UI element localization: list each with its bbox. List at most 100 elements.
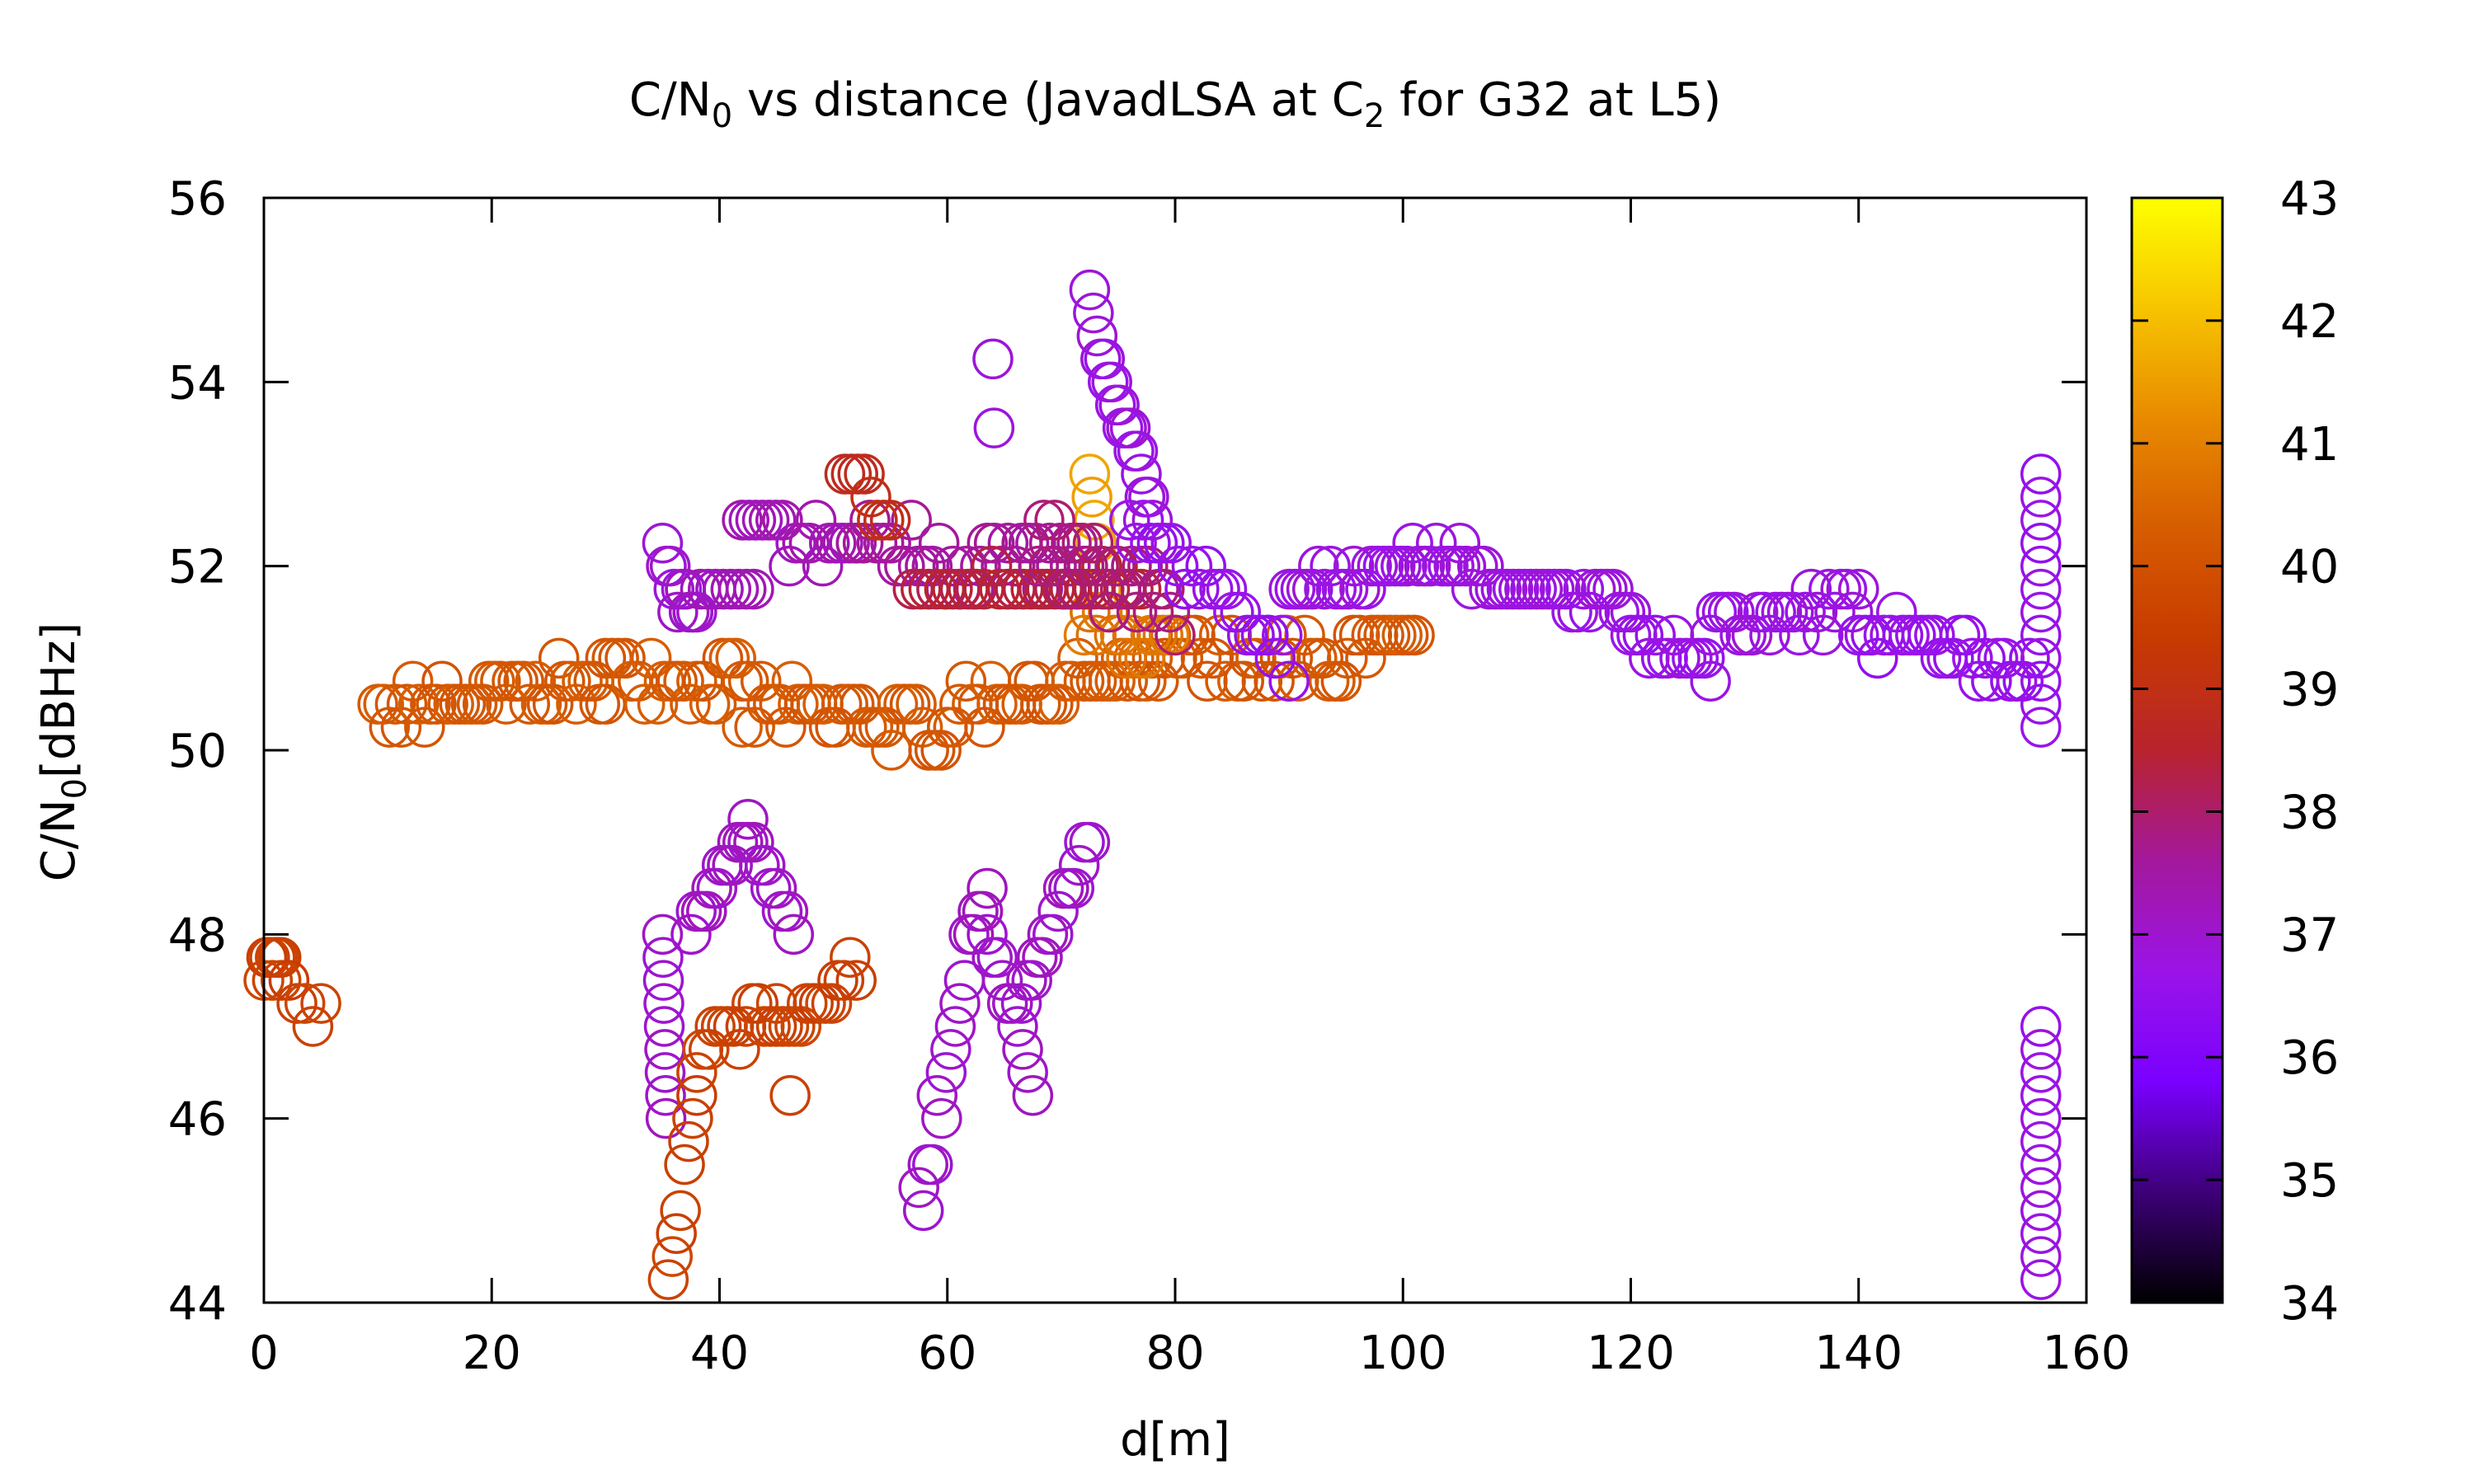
data-points xyxy=(243,269,2062,1300)
data-point xyxy=(1731,614,1773,656)
x-tick-label: 140 xyxy=(1814,1327,1903,1380)
data-point xyxy=(1171,545,1213,587)
data-point xyxy=(657,591,698,633)
chart-title-sub2: 2 xyxy=(1364,97,1385,135)
data-point xyxy=(719,1029,760,1070)
data-point xyxy=(981,960,1023,1001)
data-point xyxy=(404,707,445,748)
data-point xyxy=(1254,637,1296,679)
data-point xyxy=(1018,545,1059,587)
data-point xyxy=(1220,591,1262,633)
data-point xyxy=(1445,545,1487,587)
data-point xyxy=(509,683,551,725)
data-point xyxy=(1094,545,1136,587)
x-tick-label: 40 xyxy=(690,1327,749,1380)
data-point xyxy=(538,637,580,679)
data-point xyxy=(920,730,962,771)
data-point xyxy=(1964,637,2006,679)
data-point xyxy=(1386,545,1427,587)
data-point xyxy=(1028,523,1070,564)
data-point xyxy=(850,477,891,518)
data-point xyxy=(823,960,865,1001)
data-point xyxy=(260,960,302,1001)
data-point xyxy=(1116,591,1158,633)
data-point xyxy=(1198,614,1240,656)
data-point xyxy=(2020,1006,2062,1047)
y-tick-label: 48 xyxy=(168,909,227,962)
data-point xyxy=(1838,568,1879,610)
data-point xyxy=(733,821,774,863)
data-point xyxy=(1857,637,1898,679)
data-point xyxy=(670,683,711,725)
data-point xyxy=(1143,568,1185,610)
data-point xyxy=(1032,913,1074,956)
data-point xyxy=(1121,453,1162,495)
data-point xyxy=(703,568,744,610)
data-point xyxy=(1320,660,1362,702)
data-point xyxy=(1545,568,1587,610)
x-tick-label: 120 xyxy=(1587,1327,1675,1380)
data-point xyxy=(1040,523,1081,564)
data-point xyxy=(2020,614,2062,656)
data-point xyxy=(1206,568,1248,610)
data-point xyxy=(1089,591,1131,633)
data-point xyxy=(844,453,885,495)
y-tick-label: 50 xyxy=(168,725,227,778)
data-point xyxy=(643,1006,685,1047)
data-point xyxy=(921,1097,962,1139)
data-point xyxy=(1084,338,1126,380)
data-point xyxy=(1127,545,1169,587)
y-axis-label-sub: 0 xyxy=(56,778,94,799)
data-point xyxy=(967,867,1008,909)
data-point xyxy=(268,960,310,1001)
y-tick-label: 52 xyxy=(168,541,227,594)
data-point xyxy=(1058,844,1100,886)
data-point xyxy=(715,637,756,679)
data-point xyxy=(276,983,317,1024)
data-point xyxy=(292,1006,334,1047)
data-point xyxy=(1067,545,1108,587)
data-point xyxy=(1223,660,1264,702)
data-point xyxy=(642,523,684,564)
data-point xyxy=(252,960,294,1001)
data-point xyxy=(717,568,760,610)
colorbar-tick-label: 40 xyxy=(2280,541,2339,594)
data-point xyxy=(1106,637,1147,679)
data-point xyxy=(1802,614,1844,656)
data-point xyxy=(1037,890,1079,932)
data-point xyxy=(1109,500,1150,541)
data-point xyxy=(1098,384,1140,425)
data-point xyxy=(1069,269,1111,311)
data-point xyxy=(1743,591,1785,633)
data-point xyxy=(2020,1052,2062,1093)
y-tick-label: 46 xyxy=(168,1093,227,1147)
data-point xyxy=(755,867,797,909)
data-point xyxy=(1000,983,1042,1024)
data-point xyxy=(696,867,738,909)
data-point xyxy=(973,523,1015,564)
data-point xyxy=(1112,614,1154,656)
data-point xyxy=(2020,477,2062,518)
data-point xyxy=(2020,1259,2062,1300)
y-axis-label-main: C/N xyxy=(32,799,86,881)
data-point xyxy=(1061,523,1103,564)
data-point xyxy=(642,960,684,1001)
data-point xyxy=(1132,591,1174,633)
data-point xyxy=(2020,500,2062,541)
colorbar-tick-label: 35 xyxy=(2280,1154,2339,1208)
colorbar-tick-label: 34 xyxy=(2280,1277,2339,1331)
data-point xyxy=(884,545,925,587)
data-point xyxy=(795,500,837,541)
data-point xyxy=(997,1006,1038,1047)
data-point xyxy=(2020,707,2062,748)
data-point xyxy=(733,568,774,610)
data-point xyxy=(416,683,457,725)
data-point xyxy=(644,1052,686,1093)
data-point xyxy=(1091,361,1132,403)
data-point xyxy=(1261,614,1303,656)
data-point xyxy=(898,1167,939,1209)
x-tick-label: 20 xyxy=(463,1327,521,1380)
data-point xyxy=(672,591,714,633)
data-point xyxy=(1056,568,1098,610)
data-point xyxy=(1051,523,1092,564)
